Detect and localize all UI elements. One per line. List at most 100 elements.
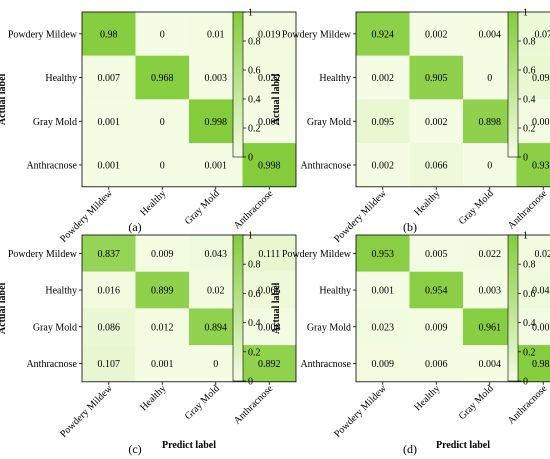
panel-label: (c) (128, 442, 141, 456)
heatmap-cell (516, 143, 550, 187)
heatmap-cell (463, 308, 517, 346)
cell-value-label: 0.002 (372, 160, 395, 171)
heatmap-cell (356, 271, 410, 309)
x-axis-label: Predict label (162, 440, 216, 451)
y-tick-label: Anthracnose (26, 160, 77, 171)
colorbar-tick-label: 0.6 (248, 289, 261, 300)
cell-value-label: 0.98 (100, 29, 118, 40)
heatmap-cell (135, 12, 189, 56)
colorbar-tick-label: 0.4 (523, 318, 536, 329)
colorbar-tick-label: 0.6 (523, 289, 536, 300)
cell-value-label: 0.005 (425, 249, 448, 260)
heatmap-cell (463, 55, 517, 100)
cell-value-label: 0.924 (372, 29, 395, 40)
x-tick-label: Anthracnose (232, 188, 276, 232)
heatmap-cell (356, 345, 410, 382)
colorbar (232, 11, 244, 158)
panel-label: (d) (403, 442, 417, 456)
cell-value-label: 0.954 (425, 286, 448, 297)
y-tick-label: Gray Mold (33, 322, 77, 333)
cell-value-label: 0.981 (532, 359, 550, 370)
heatmap-cell (409, 143, 463, 187)
cell-value-label: 0.022 (479, 249, 502, 260)
cell-value-label: 0.016 (98, 286, 121, 297)
cell-value-label: 0.095 (372, 117, 395, 128)
cell-value-label: 0.001 (98, 160, 121, 171)
cell-value-label: 0.009 (425, 322, 448, 333)
heatmap-cell (82, 12, 136, 56)
cell-value-label: 0.065 (258, 286, 281, 297)
x-tick-label: Gray Mold (183, 188, 222, 227)
cell-value-label: 0.003 (205, 73, 228, 84)
heatmap-cell (356, 143, 410, 187)
cell-value-label: 0.001 (205, 160, 228, 171)
heatmap-cell (242, 12, 296, 56)
heatmap-cell (356, 308, 410, 346)
colorbar-tick-label: 0.8 (523, 37, 536, 48)
cell-value-label: 0.002 (372, 73, 395, 84)
cell-value-label: 0.093 (532, 73, 550, 84)
cell-value-label: 0.998 (205, 117, 228, 128)
heatmap-cell (82, 55, 136, 100)
x-tick-label: Gray Mold (457, 383, 496, 422)
cell-value-label: 0.892 (258, 359, 281, 370)
colorbar-tick-label: 0.4 (523, 95, 536, 106)
cell-value-label: 0.002 (425, 29, 448, 40)
heatmap-cell (409, 55, 463, 100)
x-tick-label: Powdery Mildew (332, 383, 389, 440)
x-tick-label: Anthracnose (506, 383, 550, 427)
cell-value-label: 0.02 (207, 286, 225, 297)
cell-value-label: 0.008 (258, 322, 281, 333)
heatmap-cell (135, 99, 189, 144)
heatmap-cell (135, 308, 189, 346)
cell-value-label: 0.001 (372, 286, 395, 297)
colorbar-tick-label: 0.4 (248, 318, 261, 329)
panel-label: (a) (128, 220, 141, 234)
colorbar-tick-label: 0.2 (248, 124, 261, 135)
cell-value-label: 0.898 (479, 117, 502, 128)
cell-value-label: 0.086 (98, 322, 121, 333)
colorbar-tick-label: 1 (523, 231, 528, 242)
heatmap-cell (516, 345, 550, 382)
cell-value-label: 0.07 (535, 29, 550, 40)
heatmap-cell (516, 12, 550, 56)
heatmap-cell (463, 271, 517, 309)
cell-value-label: 0.005 (532, 117, 550, 128)
y-tick-label: Anthracnose (300, 160, 351, 171)
colorbar-tick-label: 0.2 (248, 347, 261, 358)
heatmap-cell (463, 345, 517, 382)
colorbar (507, 11, 519, 158)
y-tick-label: Healthy (319, 286, 351, 297)
cell-value-label: 0.042 (532, 286, 550, 297)
x-tick-label: Healthy (412, 188, 442, 218)
x-tick-label: Healthy (412, 383, 442, 413)
x-tick-label: Healthy (138, 188, 168, 218)
cell-value-label: 0.004 (479, 29, 502, 40)
heatmap-cell (135, 143, 189, 187)
y-tick-label: Powdery Mildew (282, 249, 352, 260)
heatmap-cell (242, 308, 296, 346)
heatmap-cell (409, 235, 463, 272)
cell-value-label: 0.905 (425, 73, 448, 84)
cell-value-label: 0.998 (258, 160, 281, 171)
y-axis-label: Actual label (271, 282, 282, 334)
y-tick-label: Powdery Mildew (282, 29, 352, 40)
confusion-matrix-panel-3: 0.9530.0050.0220.020.0010.9540.0030.0420… (271, 231, 550, 456)
y-tick-label: Healthy (319, 73, 351, 84)
x-tick-label: Gray Mold (457, 188, 496, 227)
cell-value-label: 0.023 (372, 322, 395, 333)
x-tick-label: Anthracnose (232, 383, 276, 427)
y-axis-label: Actual label (0, 73, 8, 125)
heatmap-cell (463, 12, 517, 56)
heatmap-cell (242, 235, 296, 272)
cell-value-label: 0.007 (98, 73, 121, 84)
cell-value-label: 0.012 (151, 322, 174, 333)
colorbar-tick-label: 1 (248, 231, 253, 242)
heatmap-cell (135, 55, 189, 100)
cell-value-label: 0.002 (425, 117, 448, 128)
cell-value-label: 0.968 (151, 73, 174, 84)
heatmap-cell (463, 99, 517, 144)
cell-value-label: 0.953 (372, 249, 395, 260)
cell-value-label: 0.006 (425, 359, 448, 370)
